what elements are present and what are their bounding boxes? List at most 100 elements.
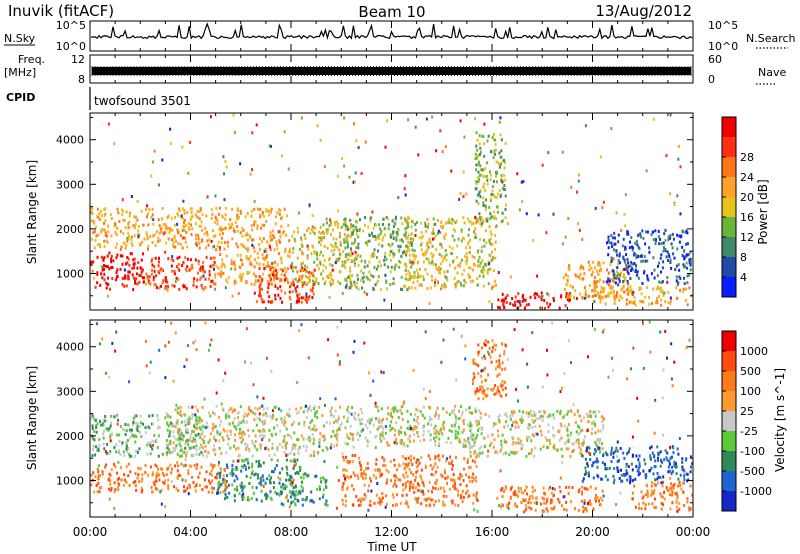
heatmap-cell [667, 291, 670, 294]
heatmap-cell [488, 352, 491, 356]
heatmap-cell [363, 498, 366, 501]
heatmap-cell [509, 497, 512, 501]
heatmap-cell [223, 497, 226, 501]
heatmap-cell [187, 226, 190, 230]
heatmap-cell [242, 496, 245, 500]
heatmap-cell [299, 491, 302, 495]
heatmap-cell [177, 437, 180, 441]
heatmap-cell [300, 476, 302, 479]
heatmap-cell [442, 486, 445, 490]
heatmap-cell [355, 285, 358, 289]
heatmap-cell [598, 279, 600, 283]
heatmap-cell [677, 263, 680, 267]
heatmap-cell [490, 259, 493, 263]
heatmap-cell [125, 465, 128, 469]
heatmap-cell [239, 211, 242, 215]
heatmap-cell [598, 441, 601, 445]
heatmap-cell [451, 499, 454, 503]
heatmap-cell [116, 433, 119, 437]
heatmap-cell [270, 282, 273, 286]
heatmap-cell [102, 442, 105, 446]
heatmap-cell [259, 434, 262, 438]
heatmap-cell [497, 416, 500, 419]
heatmap-cell [381, 431, 384, 435]
heatmap-cell [463, 268, 466, 272]
heatmap-cell [255, 300, 258, 304]
heatmap-cell [498, 362, 501, 366]
heatmap-cell [190, 223, 192, 227]
heatmap-cell [676, 247, 679, 251]
heatmap-cell [213, 426, 216, 429]
heatmap-cell [259, 247, 261, 251]
heatmap-cell [344, 227, 347, 231]
heatmap-cell [432, 486, 435, 490]
heatmap-cell [245, 474, 248, 478]
heatmap-cell [99, 243, 101, 247]
heatmap-cell [634, 303, 637, 307]
heatmap-cell [501, 211, 504, 215]
heatmap-cell [253, 272, 255, 276]
heatmap-cell [379, 232, 382, 236]
heatmap-cell [414, 425, 417, 429]
heatmap-cell [415, 475, 417, 479]
heatmap-cell [578, 414, 580, 418]
heatmap-cell [153, 149, 156, 153]
heatmap-cell [298, 490, 301, 494]
colorbar-tick-label: 16 [740, 211, 754, 224]
heatmap-cell [300, 236, 302, 240]
heatmap-cell [627, 465, 630, 468]
heatmap-cell [189, 485, 192, 489]
heatmap-cell [294, 287, 297, 291]
heatmap-cell [425, 229, 428, 233]
heatmap-cell [164, 287, 167, 291]
heatmap-cell [387, 412, 390, 416]
heatmap-cell [116, 253, 119, 257]
heatmap-cell [579, 414, 582, 418]
heatmap-cell [636, 469, 639, 473]
heatmap-cell [424, 268, 427, 271]
heatmap-cell [351, 484, 354, 488]
heatmap-cell [600, 155, 602, 159]
heatmap-cell [446, 481, 448, 485]
heatmap-cell [450, 169, 453, 173]
heatmap-cell [354, 250, 357, 254]
heatmap-cell [371, 210, 374, 214]
heatmap-cell [539, 306, 542, 310]
colorbar-swatch [722, 257, 736, 277]
heatmap-cell [261, 223, 264, 227]
heatmap-cell [443, 270, 446, 274]
heatmap-cell [564, 495, 566, 499]
heatmap-cell [186, 257, 189, 261]
heatmap-cell [94, 285, 97, 289]
heatmap-cell [178, 428, 181, 432]
heatmap-cell [539, 502, 542, 506]
heatmap-cell [483, 262, 486, 266]
heatmap-cell [169, 415, 172, 419]
heatmap-cell [210, 469, 213, 473]
heatmap-cell [110, 254, 113, 258]
heatmap-cell [289, 495, 292, 499]
heatmap-cell [531, 496, 534, 500]
heatmap-cell [178, 209, 181, 213]
heatmap-cell [382, 217, 385, 221]
heatmap-cell [595, 443, 598, 446]
heatmap-cell [498, 392, 501, 396]
heatmap-cell [286, 467, 289, 471]
heatmap-cell [339, 281, 342, 285]
heatmap-cell [520, 180, 523, 184]
heatmap-cell [631, 479, 634, 483]
heatmap-cell [410, 458, 412, 462]
heatmap-cell [267, 300, 270, 304]
heatmap-cell [381, 244, 384, 248]
heatmap-cell [176, 411, 179, 415]
heatmap-cell [312, 292, 315, 296]
heatmap-cell [352, 242, 355, 246]
heatmap-cell [149, 441, 152, 444]
heatmap-cell [221, 262, 224, 266]
heatmap-cell [163, 474, 166, 478]
heatmap-cell [517, 441, 520, 445]
heatmap-cell [452, 473, 455, 476]
heatmap-cell [103, 264, 105, 267]
heatmap-cell [326, 221, 328, 225]
heatmap-cell [161, 158, 164, 162]
